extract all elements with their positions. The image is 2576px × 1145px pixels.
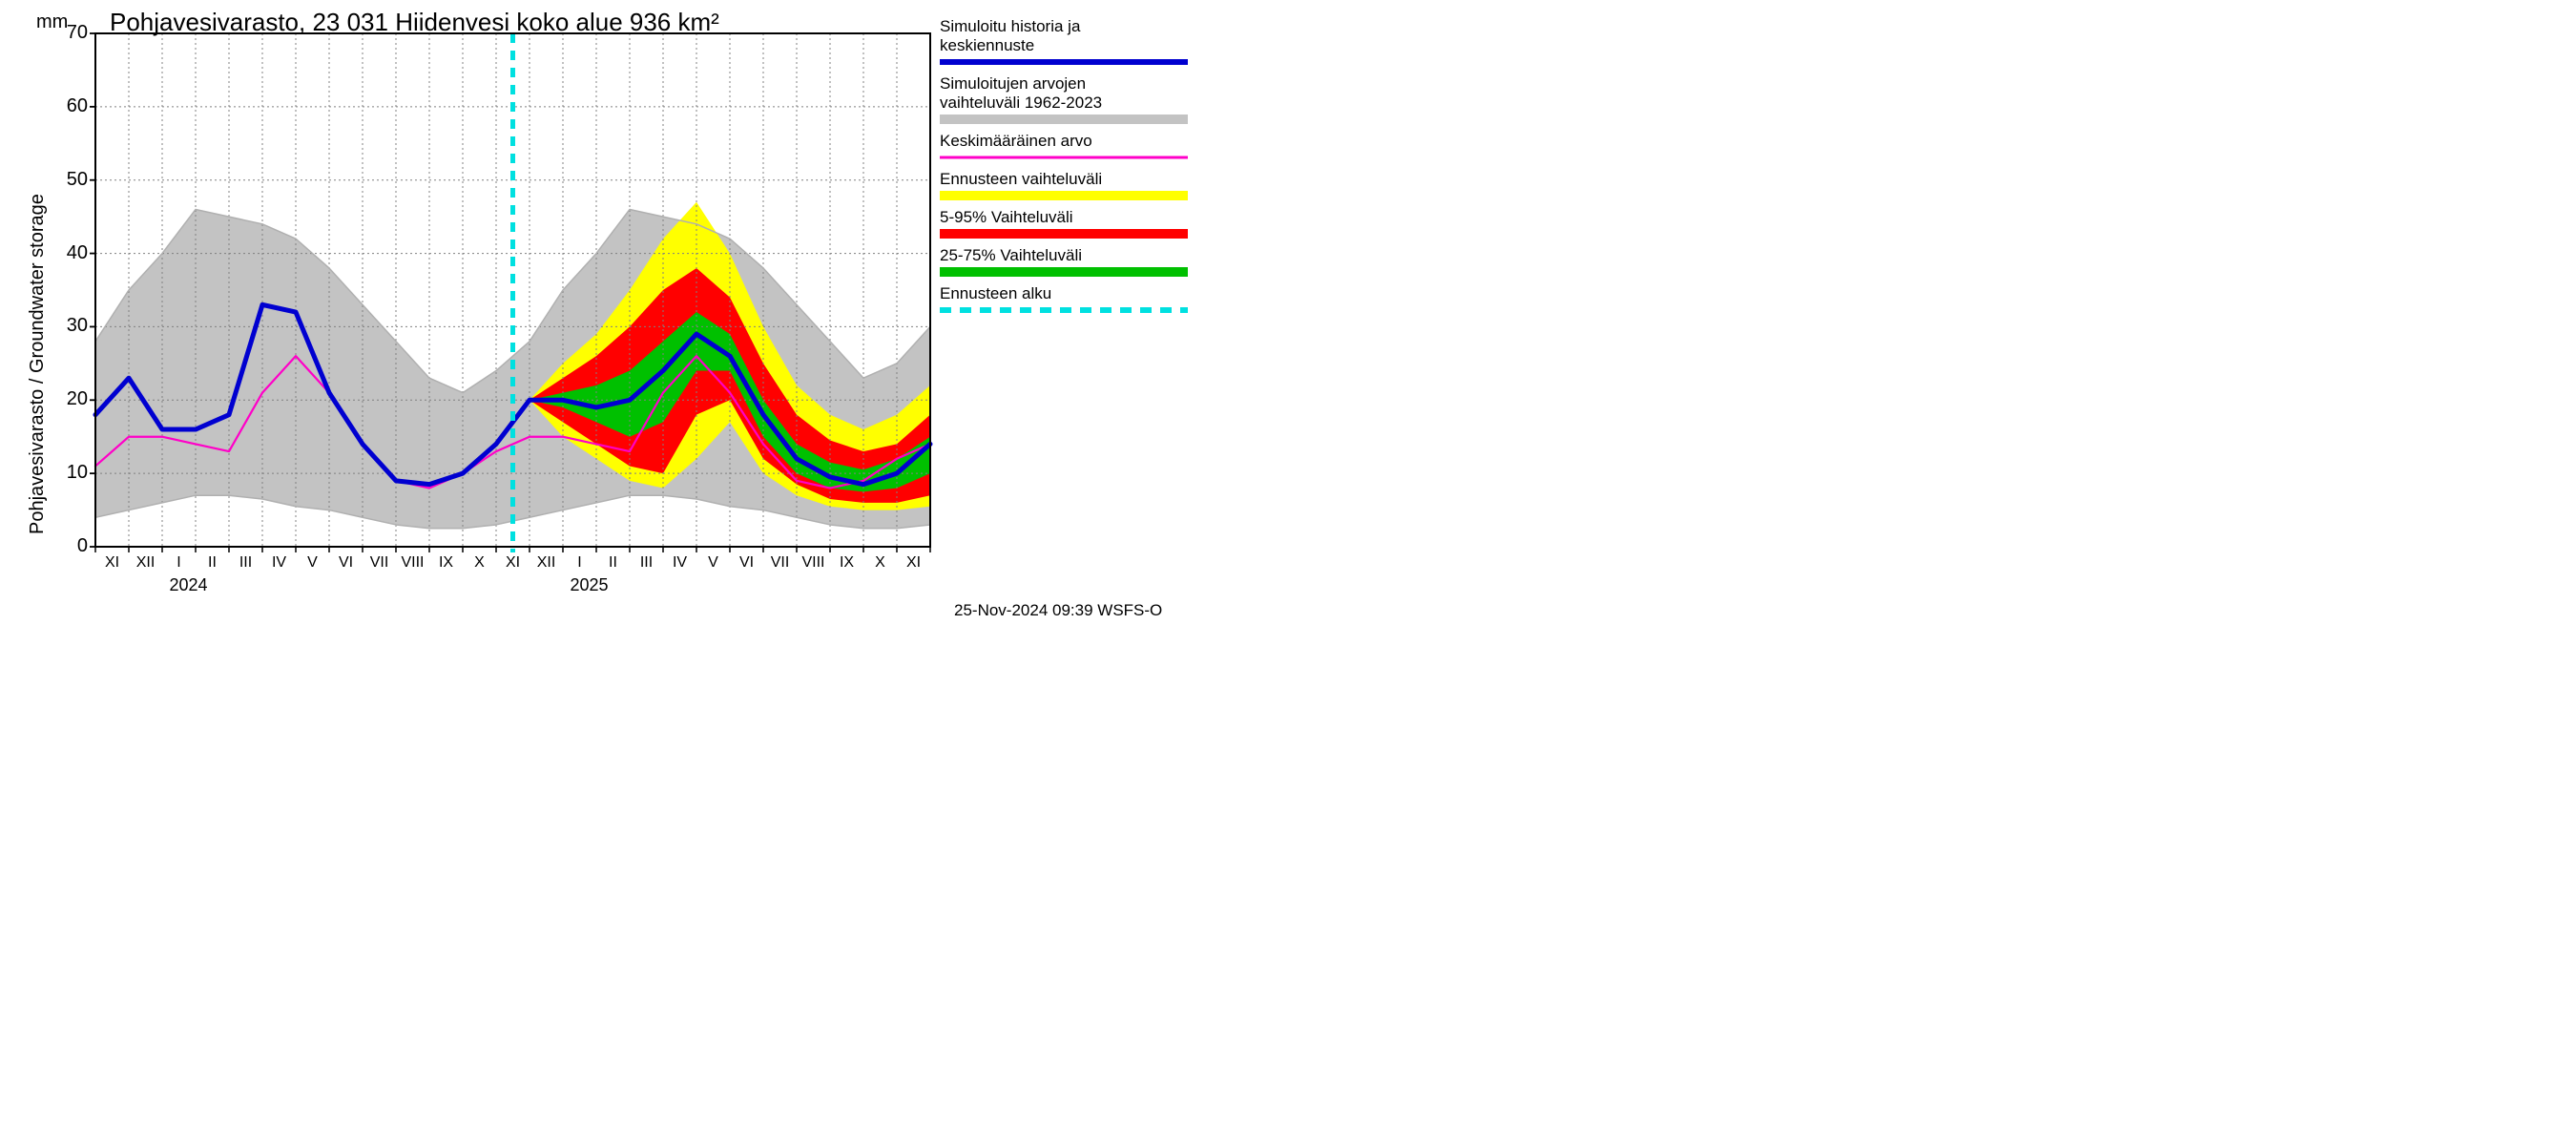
ytick-label: 30	[52, 315, 88, 337]
xtick-label: XII	[530, 554, 564, 572]
xtick-label: V	[696, 554, 731, 572]
xtick-label: IV	[262, 554, 297, 572]
xtick-label: VII	[763, 554, 798, 572]
legend-label: Keskimääräinen arvo	[940, 132, 1092, 151]
xtick-label: XI	[496, 554, 530, 572]
footer-timestamp: 25-Nov-2024 09:39 WSFS-O	[954, 601, 1162, 620]
chart-container: Pohjavesivarasto / Groundwater storage m…	[0, 0, 1431, 636]
xtick-label: VI	[329, 554, 364, 572]
xtick-label: IX	[429, 554, 464, 572]
xtick-label: XI	[95, 554, 130, 572]
xtick-label: III	[229, 554, 263, 572]
ytick-label: 20	[52, 388, 88, 410]
xtick-label: II	[596, 554, 631, 572]
ytick-label: 60	[52, 95, 88, 117]
xtick-label: XII	[129, 554, 163, 572]
legend-label: keskiennuste	[940, 36, 1034, 55]
legend-label: Simuloitujen arvojen	[940, 74, 1086, 94]
xtick-label: VIII	[797, 554, 831, 572]
legend-label: vaihteluväli 1962-2023	[940, 94, 1102, 113]
ytick-label: 10	[52, 462, 88, 484]
xtick-label: X	[463, 554, 497, 572]
xtick-label: X	[863, 554, 898, 572]
xtick-label: I	[162, 554, 197, 572]
xtick-label: VII	[363, 554, 397, 572]
legend-label: Ennusteen alku	[940, 284, 1051, 303]
year-label: 2025	[571, 575, 609, 595]
xtick-label: III	[630, 554, 664, 572]
xtick-label: XI	[897, 554, 931, 572]
ytick-label: 0	[52, 535, 88, 557]
xtick-label: VI	[730, 554, 764, 572]
xtick-label: IV	[663, 554, 697, 572]
year-label: 2024	[170, 575, 208, 595]
legend-label: Simuloitu historia ja	[940, 17, 1080, 36]
plot-svg	[0, 0, 1431, 636]
xtick-label: VIII	[396, 554, 430, 572]
legend-label: 5-95% Vaihteluväli	[940, 208, 1073, 227]
xtick-label: V	[296, 554, 330, 572]
ytick-label: 40	[52, 242, 88, 264]
legend-label: 25-75% Vaihteluväli	[940, 246, 1082, 265]
ytick-label: 70	[52, 22, 88, 44]
xtick-label: I	[563, 554, 597, 572]
ytick-label: 50	[52, 169, 88, 191]
legend-label: Ennusteen vaihteluväli	[940, 170, 1102, 189]
xtick-label: IX	[830, 554, 864, 572]
xtick-label: II	[196, 554, 230, 572]
